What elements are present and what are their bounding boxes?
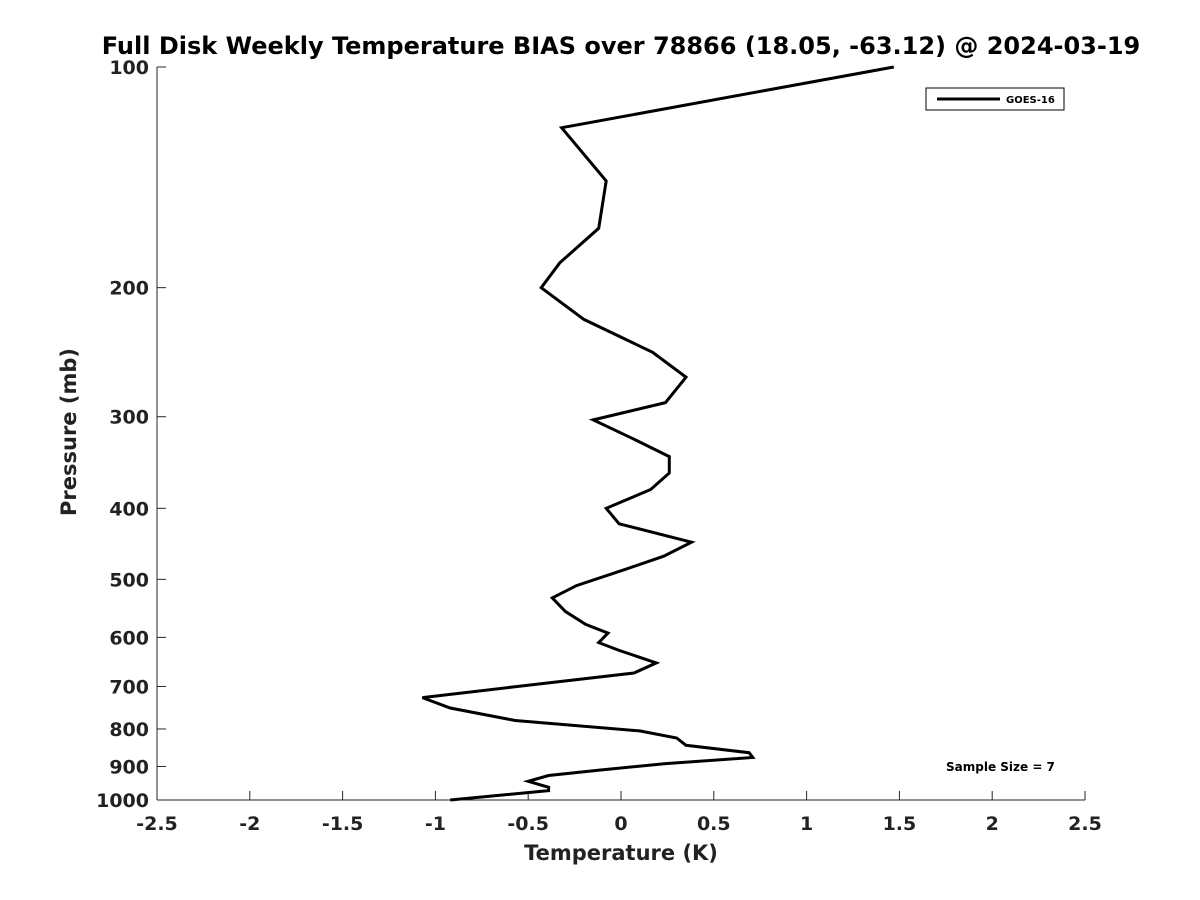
y-tick-label: 900 — [109, 756, 149, 778]
x-tick-label: 0.5 — [697, 813, 731, 835]
x-tick-label: -1 — [425, 813, 446, 835]
y-tick-label: 400 — [109, 498, 149, 520]
y-tick-label: 600 — [109, 627, 149, 649]
y-tick-label: 1000 — [96, 790, 149, 812]
y-axis-ticks: 100 200 300 400 500 600 700 800 900 1000 — [96, 57, 166, 812]
x-tick-label: -2 — [239, 813, 260, 835]
chart-title: Full Disk Weekly Temperature BIAS over 7… — [102, 32, 1141, 60]
x-tick-label: -2.5 — [136, 813, 178, 835]
y-tick-label: 100 — [109, 57, 149, 79]
y-tick-label: 300 — [109, 407, 149, 429]
y-tick-label: 700 — [109, 676, 149, 698]
y-tick-label: 800 — [109, 719, 149, 741]
x-tick-label: 1 — [800, 813, 813, 835]
x-tick-label: 2 — [986, 813, 999, 835]
x-tick-label: -0.5 — [507, 813, 549, 835]
y-tick-label: 200 — [109, 278, 149, 300]
series-layer — [421, 65, 895, 802]
x-tick-label: 0 — [614, 813, 627, 835]
x-axis-label: Temperature (K) — [524, 841, 718, 865]
y-tick-label: 500 — [109, 569, 149, 591]
x-axis-ticks: -2.5 -2 -1.5 -1 -0.5 0 0.5 1 1.5 2 2.5 — [136, 791, 1102, 835]
legend: GOES-16 — [925, 87, 1065, 111]
legend-entry-label: GOES-16 — [1006, 95, 1055, 106]
series-line-goes-16 — [421, 65, 895, 802]
x-tick-label: 1.5 — [883, 813, 917, 835]
x-tick-label: -1.5 — [322, 813, 364, 835]
x-tick-label: 2.5 — [1068, 813, 1102, 835]
sample-size-annotation: Sample Size = 7 — [946, 760, 1055, 774]
y-axis-label: Pressure (mb) — [57, 348, 81, 516]
